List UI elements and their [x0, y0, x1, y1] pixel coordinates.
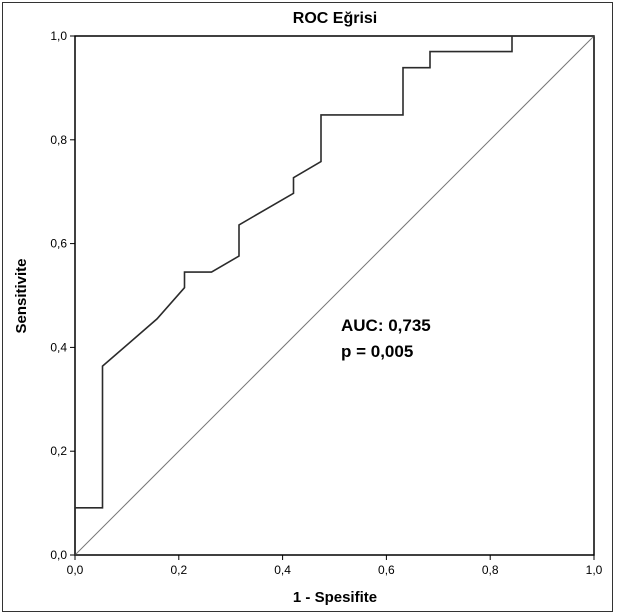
p-value-annotation: p = 0,005	[341, 342, 413, 361]
x-tick-label: 0,8	[482, 563, 499, 577]
reference-diagonal-line	[74, 35, 595, 556]
y-axis-title: Sensitivite	[13, 258, 30, 333]
x-tick-label: 0,6	[378, 563, 395, 577]
x-tick-label: 0,0	[67, 563, 84, 577]
y-tick-label: 0,0	[50, 548, 67, 562]
x-tick-label: 0,2	[170, 563, 187, 577]
chart-lines	[74, 35, 595, 556]
auc-annotation: AUC: 0,735	[341, 316, 431, 335]
y-tick-label: 0,8	[50, 133, 67, 147]
y-tick-label: 0,4	[50, 340, 67, 354]
y-tick-label: 0,2	[50, 444, 67, 458]
roc-curve-line	[74, 35, 594, 555]
x-axis-title: 1 - Spesifite	[293, 589, 377, 606]
x-tick-label: 0,4	[274, 563, 291, 577]
axis-ticks: 0,0 0,2 0,4 0,6 0,8 1,0 0,0 0,2 0,4 0,6 0,8 1,0	[50, 29, 602, 577]
y-tick-label: 1,0	[50, 29, 67, 43]
y-tick-label: 0,6	[50, 237, 67, 251]
x-tick-label: 1,0	[586, 563, 603, 577]
chart-title: ROC Eğrisi	[293, 10, 377, 27]
